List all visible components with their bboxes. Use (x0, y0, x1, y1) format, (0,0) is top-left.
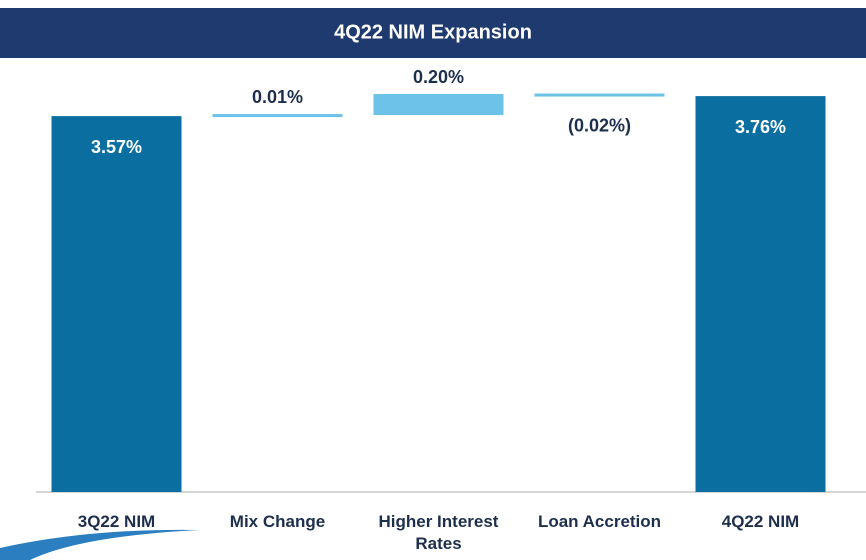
category-label: 4Q22 NIM (721, 512, 800, 531)
total-bar (695, 96, 826, 492)
category-label: Mix Change (229, 512, 326, 531)
value-label: 3.57% (91, 137, 142, 157)
value-label: 0.01% (252, 87, 303, 107)
category-label: Loan Accretion (537, 512, 662, 531)
decor-swoosh (0, 529, 200, 560)
total-bar (51, 116, 182, 492)
delta-bar (212, 114, 343, 118)
category-label: Higher Interest Rates (378, 512, 499, 553)
title-bar (0, 8, 866, 58)
value-label: (0.02%) (568, 115, 631, 135)
value-label: 0.20% (413, 67, 464, 87)
value-label: 3.76% (735, 117, 786, 137)
category-label: 3Q22 NIM (77, 512, 156, 531)
delta-bar (373, 94, 504, 116)
delta-bar (534, 93, 665, 97)
chart-title: 4Q22 NIM Expansion (334, 21, 532, 43)
